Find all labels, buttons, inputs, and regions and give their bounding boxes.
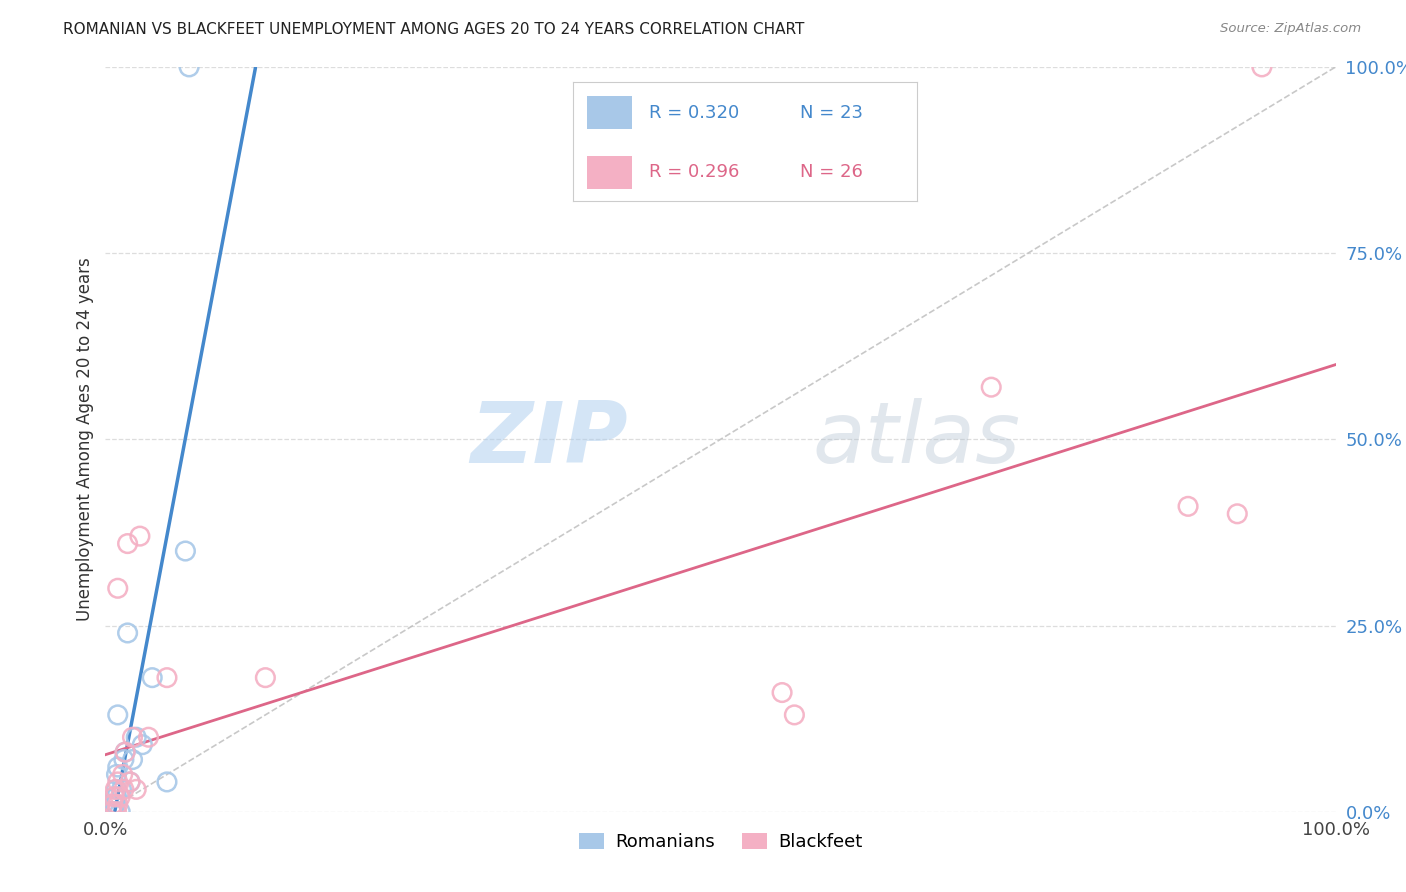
Point	[1177, 500, 1199, 514]
Point	[114, 745, 136, 759]
Point	[156, 775, 179, 789]
Point	[100, 805, 122, 819]
Y-axis label: Unemployment Among Ages 20 to 24 years: Unemployment Among Ages 20 to 24 years	[76, 258, 94, 621]
Text: ZIP: ZIP	[471, 398, 628, 481]
Point	[107, 797, 129, 812]
Point	[104, 797, 127, 812]
Point	[111, 767, 134, 781]
Point	[125, 730, 148, 744]
Point	[980, 380, 1002, 394]
Point	[107, 775, 129, 789]
Point	[107, 760, 129, 774]
Point	[783, 707, 806, 722]
Point	[121, 730, 143, 744]
Point	[104, 782, 127, 797]
Text: ROMANIAN VS BLACKFEET UNEMPLOYMENT AMONG AGES 20 TO 24 YEARS CORRELATION CHART: ROMANIAN VS BLACKFEET UNEMPLOYMENT AMONG…	[63, 22, 804, 37]
Point	[107, 582, 129, 596]
Point	[105, 805, 128, 819]
Text: atlas: atlas	[813, 398, 1021, 481]
Point	[117, 626, 139, 640]
Point	[105, 782, 128, 797]
Point	[120, 775, 141, 789]
Point	[112, 782, 135, 797]
Point	[101, 797, 124, 812]
Point	[110, 805, 132, 819]
Point	[138, 730, 160, 744]
Point	[125, 782, 148, 797]
Point	[121, 753, 143, 767]
Point	[101, 805, 124, 819]
Point	[1251, 60, 1274, 74]
Point	[110, 789, 132, 804]
Point	[105, 789, 128, 804]
Point	[103, 805, 125, 819]
Point	[100, 805, 122, 819]
Point	[131, 738, 153, 752]
Legend: Romanians, Blackfeet: Romanians, Blackfeet	[572, 826, 869, 859]
Point	[156, 671, 179, 685]
Point	[179, 60, 201, 74]
Point	[114, 745, 136, 759]
Text: Source: ZipAtlas.com: Source: ZipAtlas.com	[1220, 22, 1361, 36]
Point	[254, 671, 277, 685]
Point	[141, 671, 163, 685]
Point	[112, 753, 135, 767]
Point	[107, 707, 129, 722]
Point	[105, 767, 128, 781]
Point	[129, 529, 152, 543]
Point	[770, 685, 793, 699]
Point	[1226, 507, 1249, 521]
Point	[104, 789, 127, 804]
Point	[103, 789, 125, 804]
Point	[174, 544, 197, 558]
Point	[120, 775, 141, 789]
Point	[117, 536, 139, 550]
Point	[110, 782, 132, 797]
